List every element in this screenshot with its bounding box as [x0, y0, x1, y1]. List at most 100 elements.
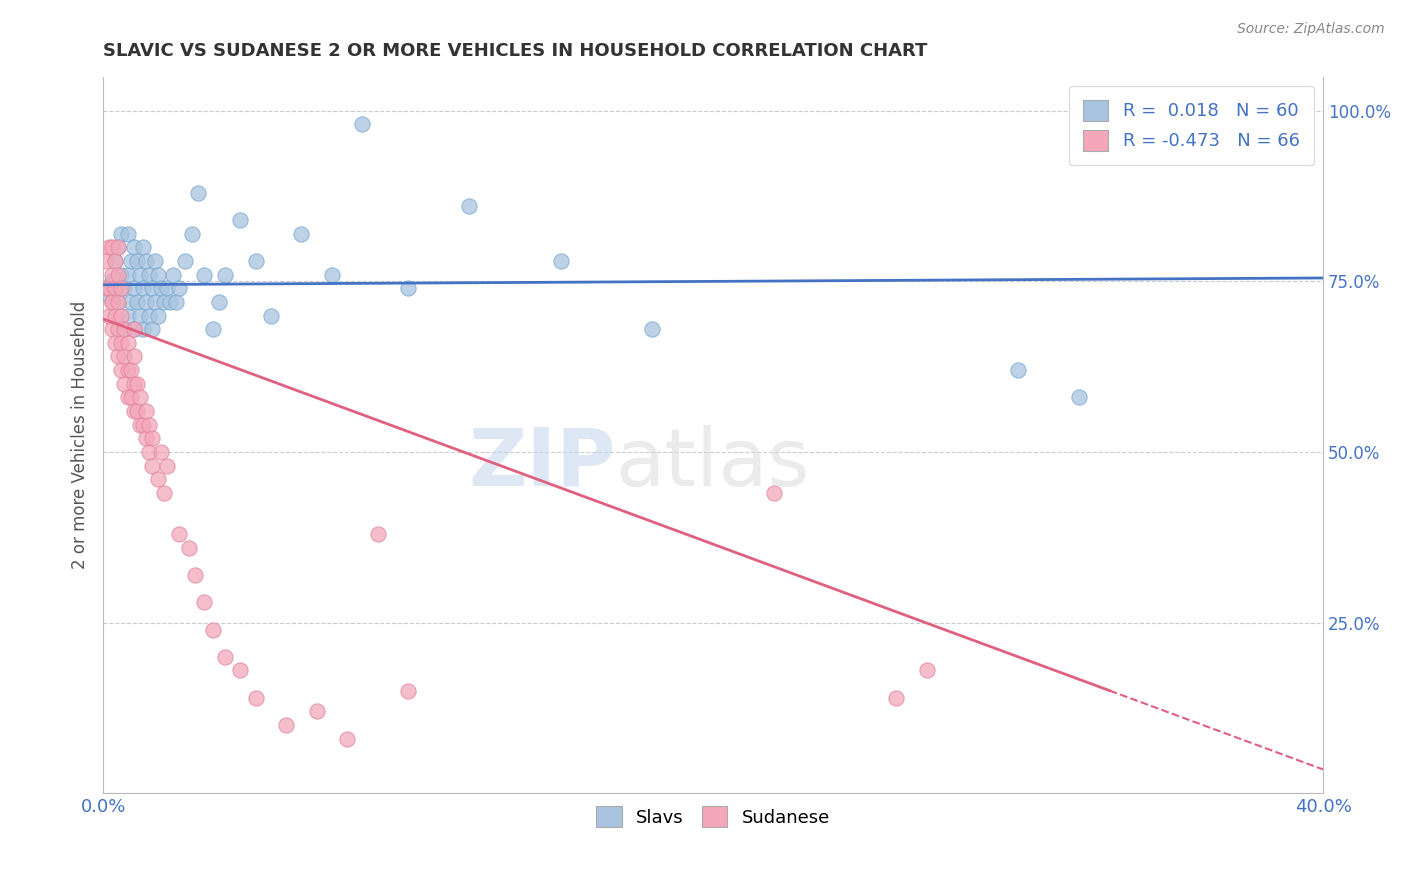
Point — [96, 281, 118, 295]
Point — [143, 253, 166, 268]
Point — [114, 350, 136, 364]
Point — [458, 199, 481, 213]
Point — [122, 322, 145, 336]
Point — [169, 281, 191, 295]
Point — [120, 363, 142, 377]
Point — [128, 268, 150, 282]
Point — [396, 281, 419, 295]
Point — [884, 690, 907, 705]
Point — [141, 431, 163, 445]
Y-axis label: 2 or more Vehicles in Household: 2 or more Vehicles in Household — [72, 301, 89, 569]
Point — [150, 445, 173, 459]
Point — [117, 268, 139, 282]
Point — [550, 253, 572, 268]
Point — [138, 309, 160, 323]
Point — [177, 541, 200, 555]
Point — [125, 294, 148, 309]
Point — [107, 240, 129, 254]
Point — [138, 268, 160, 282]
Point — [107, 294, 129, 309]
Point — [104, 253, 127, 268]
Point — [214, 649, 236, 664]
Point — [141, 281, 163, 295]
Point — [180, 227, 202, 241]
Point — [104, 335, 127, 350]
Point — [156, 458, 179, 473]
Point — [96, 253, 118, 268]
Point — [135, 431, 157, 445]
Point — [110, 227, 132, 241]
Point — [120, 391, 142, 405]
Point — [201, 623, 224, 637]
Point — [98, 281, 121, 295]
Point — [132, 240, 155, 254]
Point — [150, 281, 173, 295]
Point — [352, 117, 374, 131]
Point — [101, 322, 124, 336]
Point — [146, 268, 169, 282]
Point — [107, 240, 129, 254]
Point — [162, 268, 184, 282]
Text: SLAVIC VS SUDANESE 2 OR MORE VEHICLES IN HOUSEHOLD CORRELATION CHART: SLAVIC VS SUDANESE 2 OR MORE VEHICLES IN… — [103, 42, 928, 60]
Point — [117, 335, 139, 350]
Point — [276, 718, 298, 732]
Point — [122, 322, 145, 336]
Point — [193, 268, 215, 282]
Point — [107, 350, 129, 364]
Point — [260, 309, 283, 323]
Point — [156, 281, 179, 295]
Point — [135, 294, 157, 309]
Point — [135, 404, 157, 418]
Point — [141, 322, 163, 336]
Point — [165, 294, 187, 309]
Point — [120, 294, 142, 309]
Point — [229, 664, 252, 678]
Point — [1069, 391, 1091, 405]
Point — [641, 322, 664, 336]
Point — [110, 309, 132, 323]
Point — [101, 274, 124, 288]
Point — [107, 268, 129, 282]
Point — [396, 684, 419, 698]
Point — [915, 664, 938, 678]
Point — [110, 281, 132, 295]
Point — [125, 404, 148, 418]
Point — [114, 281, 136, 295]
Point — [153, 486, 176, 500]
Text: atlas: atlas — [616, 425, 810, 502]
Point — [114, 322, 136, 336]
Text: Source: ZipAtlas.com: Source: ZipAtlas.com — [1237, 22, 1385, 37]
Point — [117, 227, 139, 241]
Point — [122, 404, 145, 418]
Point — [117, 363, 139, 377]
Point — [128, 309, 150, 323]
Point — [214, 268, 236, 282]
Point — [138, 417, 160, 432]
Point — [128, 417, 150, 432]
Point — [122, 281, 145, 295]
Point — [110, 268, 132, 282]
Point — [367, 527, 389, 541]
Point — [290, 227, 312, 241]
Point — [245, 253, 267, 268]
Point — [98, 309, 121, 323]
Point — [146, 472, 169, 486]
Point — [101, 294, 124, 309]
Point — [208, 294, 231, 309]
Point — [153, 294, 176, 309]
Point — [110, 363, 132, 377]
Point — [128, 391, 150, 405]
Text: ZIP: ZIP — [468, 425, 616, 502]
Point — [117, 391, 139, 405]
Point — [104, 309, 127, 323]
Point — [321, 268, 343, 282]
Point — [104, 281, 127, 295]
Point — [122, 350, 145, 364]
Point — [132, 281, 155, 295]
Point — [183, 568, 205, 582]
Point — [132, 417, 155, 432]
Point — [101, 294, 124, 309]
Point — [763, 486, 786, 500]
Point — [101, 268, 124, 282]
Point — [98, 288, 121, 302]
